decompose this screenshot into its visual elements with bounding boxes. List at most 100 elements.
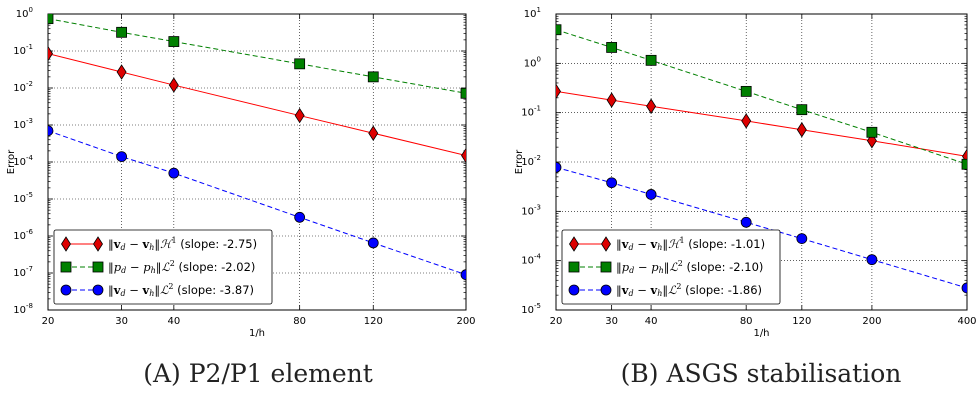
data-point-square xyxy=(116,26,128,38)
legend-box xyxy=(53,229,273,305)
series-circle xyxy=(48,125,466,281)
legend-marker-square xyxy=(60,261,72,273)
legend-marker-square xyxy=(568,261,580,273)
x-tick-label: 40 xyxy=(645,316,658,327)
y-tick-label: 101 xyxy=(524,6,541,20)
legend-entry: ‖pd − ph‖ℒ2 (slope: -2.02) xyxy=(108,259,255,275)
y-tick-label: 10-2 xyxy=(521,154,541,168)
x-tick-label: 30 xyxy=(605,316,618,327)
data-point-square xyxy=(606,42,618,53)
data-point-square xyxy=(961,158,967,170)
data-point-diamond xyxy=(796,122,807,138)
y-tick-label: 10-1 xyxy=(13,43,33,57)
y-tick-label: 10-5 xyxy=(521,302,541,316)
x-tick-label: 80 xyxy=(293,316,306,327)
data-point-circle xyxy=(796,233,808,245)
data-point-circle xyxy=(556,161,562,173)
chart-panel-b: 20 30 40 80 120 200 400 10-5 10-4 10-3 10-2 10-1 100… xyxy=(514,6,977,339)
series-square xyxy=(556,24,967,170)
data-point-diamond xyxy=(368,125,379,141)
y-tick-label: 10-6 xyxy=(13,228,33,242)
x-tick-label: 20 xyxy=(42,316,55,327)
x-tick-label: 200 xyxy=(456,316,475,327)
legend-marker-circle xyxy=(92,284,104,296)
x-tick-label: 80 xyxy=(740,316,753,327)
data-point-circle xyxy=(294,211,306,223)
data-point-diamond xyxy=(461,147,466,164)
y-tick-label: 10-3 xyxy=(13,117,33,131)
legend-marker-diamond xyxy=(601,236,611,252)
x-tick-label: 200 xyxy=(862,316,881,327)
caption-b: (B) ASGS stabilisation xyxy=(621,359,902,388)
data-point-circle xyxy=(961,282,967,294)
data-point-diamond xyxy=(646,98,657,114)
data-point-circle xyxy=(460,269,466,281)
data-point-diamond xyxy=(294,107,305,124)
y-tick-label: 10-3 xyxy=(521,203,541,217)
data-point-circle xyxy=(116,151,128,162)
data-point-circle xyxy=(740,216,752,228)
y-tick-label: 10-4 xyxy=(13,154,33,168)
data-point-square xyxy=(740,85,752,97)
data-point-circle xyxy=(367,237,379,249)
data-point-diamond xyxy=(48,45,53,62)
data-point-circle xyxy=(168,167,180,179)
x-axis-label: 1/h xyxy=(249,328,265,339)
y-tick-label: 10-5 xyxy=(13,191,33,205)
legend-entry: ‖vd − vh‖ℋ1 (slope: -1.01) xyxy=(616,236,765,252)
x-tick-label: 20 xyxy=(550,316,563,327)
x-axis-label: 1/h xyxy=(753,328,769,339)
series-diamond xyxy=(556,83,967,165)
legend-box xyxy=(561,229,781,305)
y-tick-label: 100 xyxy=(524,55,541,69)
data-point-square xyxy=(796,104,808,116)
caption-a: (A) P2/P1 element xyxy=(143,359,373,388)
data-point-circle xyxy=(606,177,618,189)
data-point-square xyxy=(866,126,878,138)
legend-marker-diamond xyxy=(61,236,71,252)
x-tick-label: 40 xyxy=(167,316,180,327)
legend-marker-square xyxy=(600,261,612,273)
data-point-square xyxy=(168,36,180,47)
series-circle xyxy=(556,161,967,294)
legend: ‖vd − vh‖ℋ1 (slope: -1.01) ‖pd − ph‖ℒ2 (s… xyxy=(561,229,781,305)
legend-entry: ‖vd − vh‖ℋ1 (slope: -2.75) xyxy=(108,236,257,252)
y-tick-label: 10-2 xyxy=(13,80,33,94)
chart-panel-a: 20 30 40 80 120 200 10-8 10-7 10-6 10-5 10-4 10-3 10… xyxy=(6,6,476,339)
data-point-diamond xyxy=(168,77,179,93)
x-tick-label: 120 xyxy=(364,316,383,327)
x-tick-label: 400 xyxy=(957,316,976,327)
data-point-diamond xyxy=(116,64,127,80)
y-tick-label: 10-8 xyxy=(13,302,33,316)
legend-marker-circle xyxy=(600,284,612,296)
data-point-square xyxy=(48,14,54,25)
legend-entry: ‖vd − vh‖ℒ2 (slope: -1.86) xyxy=(616,282,762,298)
data-point-circle xyxy=(866,254,878,266)
data-point-diamond xyxy=(606,92,617,108)
legend-marker-diamond xyxy=(93,236,103,252)
data-point-square xyxy=(367,71,379,83)
data-point-square xyxy=(645,54,657,66)
data-point-square xyxy=(294,58,306,70)
series-square xyxy=(48,14,466,99)
x-tick-label: 120 xyxy=(792,316,811,327)
data-point-square xyxy=(460,87,466,99)
y-tick-label: 10-1 xyxy=(521,105,541,119)
series-diamond xyxy=(48,45,466,164)
series-line-diamond xyxy=(48,53,466,156)
x-tick-label: 30 xyxy=(115,316,128,327)
legend-entry: ‖pd − ph‖ℒ2 (slope: -2.10) xyxy=(616,259,763,275)
data-point-diamond xyxy=(556,83,561,100)
y-tick-label: 10-4 xyxy=(521,253,541,267)
series-line-square xyxy=(48,18,466,94)
y-axis-label: Error xyxy=(514,149,525,174)
legend-marker-circle xyxy=(568,284,580,296)
data-point-circle xyxy=(48,125,54,137)
legend-marker-square xyxy=(92,261,104,273)
legend-marker-circle xyxy=(60,284,72,296)
series-line-circle xyxy=(48,130,466,276)
legend-entry: ‖vd − vh‖ℒ2 (slope: -3.87) xyxy=(108,282,254,298)
data-point-diamond xyxy=(741,113,752,129)
data-point-circle xyxy=(645,189,657,200)
